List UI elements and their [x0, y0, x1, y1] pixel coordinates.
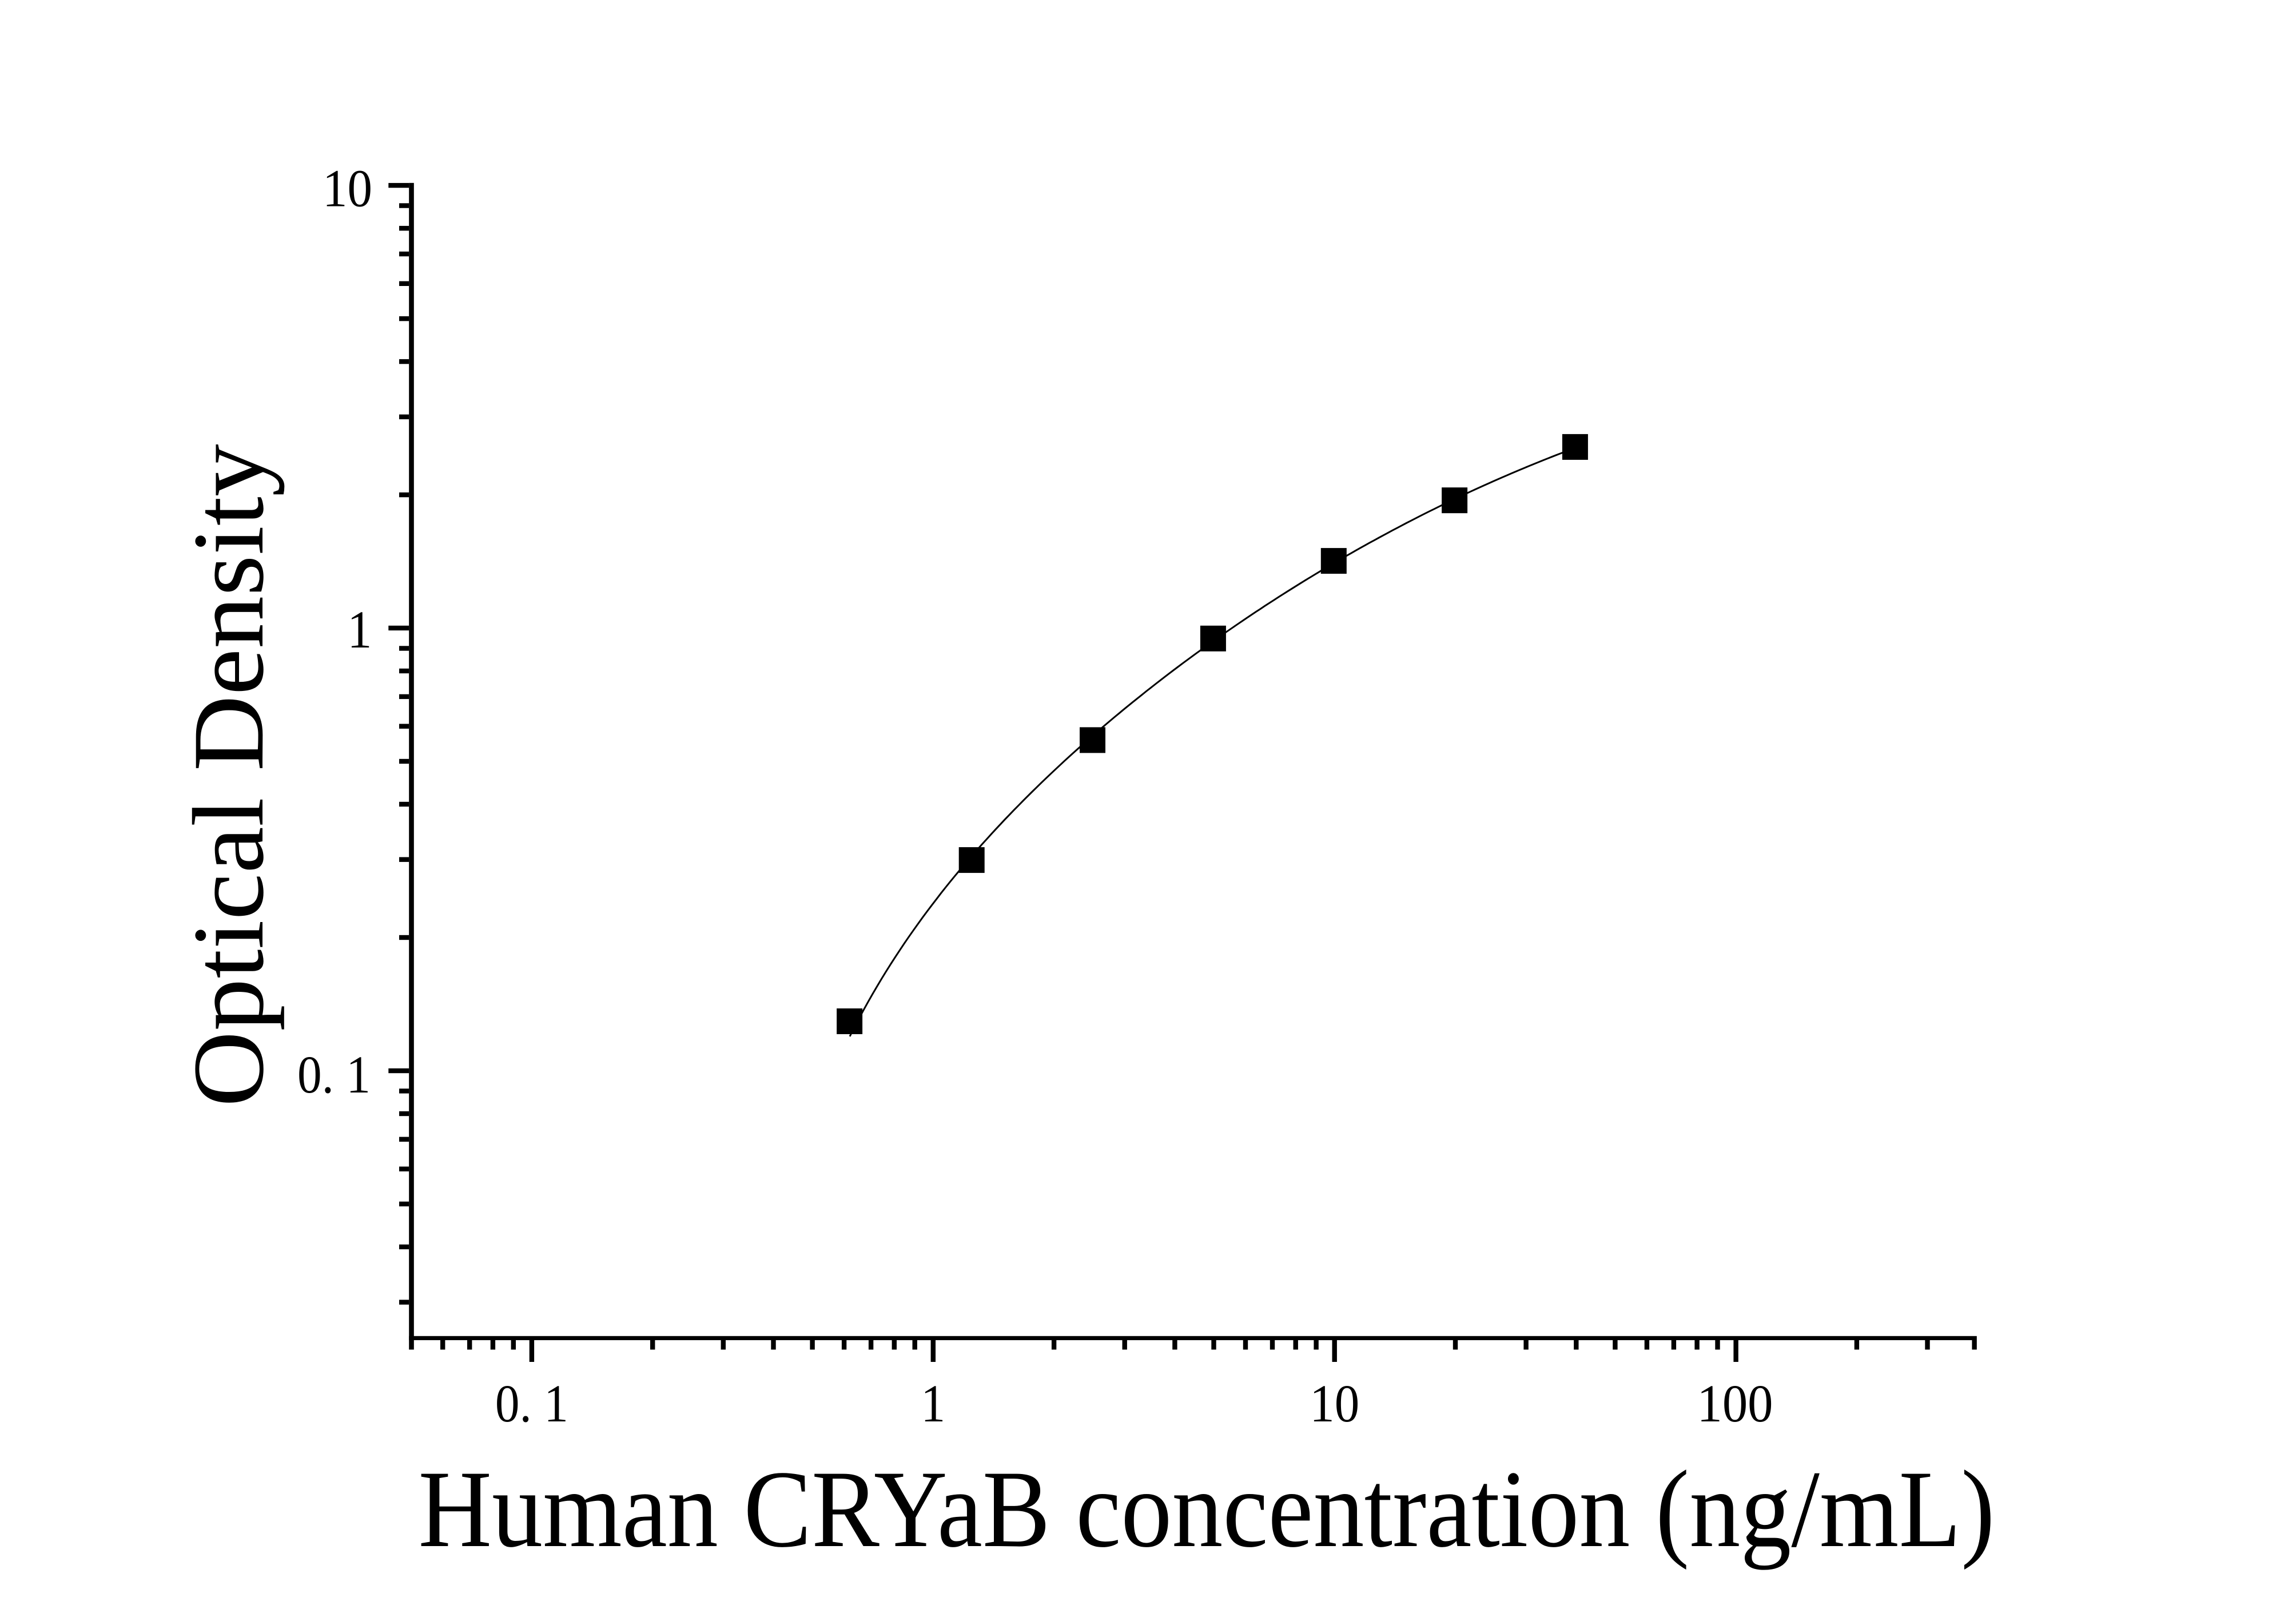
svg-text:0. 1: 0. 1 [297, 1046, 371, 1105]
svg-text:10: 10 [1310, 1374, 1359, 1433]
svg-text:Optical Density: Optical Density [173, 444, 285, 1107]
svg-text:1: 1 [347, 601, 372, 660]
svg-text:1: 1 [921, 1374, 945, 1433]
svg-text:100: 100 [1697, 1374, 1773, 1433]
svg-text:10: 10 [323, 159, 372, 218]
svg-text:0. 1: 0. 1 [495, 1374, 568, 1433]
svg-text:Human CRYaB concentration (ng/: Human CRYaB concentration (ng/mL) [419, 1448, 1995, 1570]
